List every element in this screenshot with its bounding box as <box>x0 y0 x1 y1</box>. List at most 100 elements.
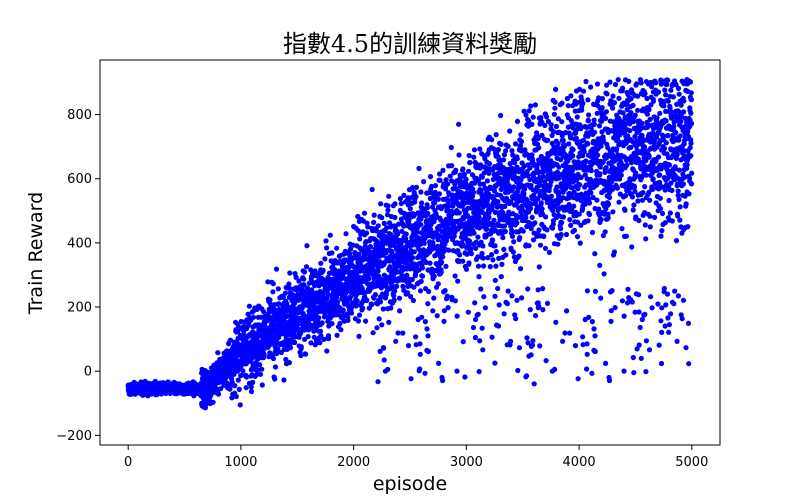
data-point <box>305 334 311 340</box>
data-point <box>472 334 478 341</box>
data-point <box>432 183 439 189</box>
data-point <box>574 114 580 120</box>
data-point <box>388 305 394 311</box>
data-point <box>417 351 423 357</box>
data-point <box>669 187 675 193</box>
data-point <box>508 338 514 344</box>
data-point <box>393 338 399 344</box>
data-point <box>385 203 391 209</box>
data-point <box>543 214 549 220</box>
data-point <box>523 112 529 118</box>
data-point <box>466 168 472 174</box>
data-point <box>643 369 649 375</box>
data-point <box>516 345 523 351</box>
data-point <box>519 295 525 301</box>
data-point <box>592 288 599 294</box>
data-point <box>661 103 667 109</box>
data-point <box>658 233 664 239</box>
data-point <box>680 181 687 187</box>
data-point <box>597 171 603 177</box>
data-point <box>500 157 507 163</box>
data-point <box>677 133 683 139</box>
data-point <box>608 318 614 324</box>
data-point <box>421 240 427 246</box>
data-point <box>616 199 622 205</box>
data-point <box>468 246 474 252</box>
data-point <box>504 301 510 307</box>
data-point <box>599 96 606 102</box>
data-point <box>421 179 427 185</box>
data-point <box>615 77 621 83</box>
data-point <box>604 91 610 97</box>
data-point <box>227 386 233 392</box>
data-point <box>599 105 605 111</box>
data-point <box>479 325 485 331</box>
data-point <box>343 231 349 237</box>
data-point <box>686 361 692 367</box>
data-point <box>671 301 677 307</box>
data-point <box>641 144 648 150</box>
data-point <box>460 258 466 264</box>
data-point <box>375 223 381 229</box>
data-point <box>477 146 483 152</box>
data-point <box>688 90 694 96</box>
data-point <box>476 214 482 220</box>
data-point <box>661 285 667 292</box>
data-point <box>626 78 632 84</box>
data-point <box>673 129 679 136</box>
data-point <box>426 288 432 294</box>
data-point <box>492 360 498 366</box>
data-point <box>650 176 656 182</box>
data-point <box>235 377 241 383</box>
data-point <box>301 282 307 288</box>
data-point <box>498 274 504 280</box>
data-point <box>655 89 662 95</box>
data-point <box>280 294 286 300</box>
data-point <box>672 288 678 294</box>
data-point <box>543 358 549 364</box>
data-point <box>629 194 636 200</box>
data-point <box>562 330 568 336</box>
data-point <box>489 334 495 340</box>
data-point <box>649 84 655 90</box>
data-point <box>601 271 607 277</box>
data-point <box>481 263 487 269</box>
data-point <box>540 174 547 180</box>
data-point <box>354 298 360 304</box>
data-point <box>283 356 289 363</box>
data-point <box>668 311 674 317</box>
data-point <box>631 183 638 189</box>
data-point <box>554 184 560 190</box>
data-point <box>355 318 361 324</box>
data-point <box>603 165 609 171</box>
data-point <box>495 285 501 292</box>
data-point <box>298 344 304 350</box>
data-point <box>659 228 665 234</box>
data-point <box>248 388 255 395</box>
data-point <box>629 299 635 305</box>
data-point <box>548 122 554 128</box>
data-point <box>507 128 513 134</box>
data-point <box>603 360 609 366</box>
data-point <box>410 297 416 304</box>
data-point <box>526 243 532 249</box>
data-point <box>246 303 252 309</box>
data-point <box>542 122 548 128</box>
data-point <box>594 81 601 87</box>
data-point <box>418 189 424 195</box>
data-point <box>577 182 583 188</box>
data-point <box>584 351 590 357</box>
data-point <box>491 217 497 223</box>
data-point <box>592 129 598 135</box>
data-point <box>476 225 482 231</box>
data-point <box>453 167 459 173</box>
data-point <box>482 305 488 311</box>
data-point <box>669 218 675 224</box>
data-point <box>327 232 333 238</box>
data-point <box>643 338 650 344</box>
data-point <box>334 332 340 338</box>
data-point <box>612 81 619 88</box>
data-point <box>405 343 412 349</box>
data-point <box>622 207 628 213</box>
data-point <box>427 260 433 266</box>
